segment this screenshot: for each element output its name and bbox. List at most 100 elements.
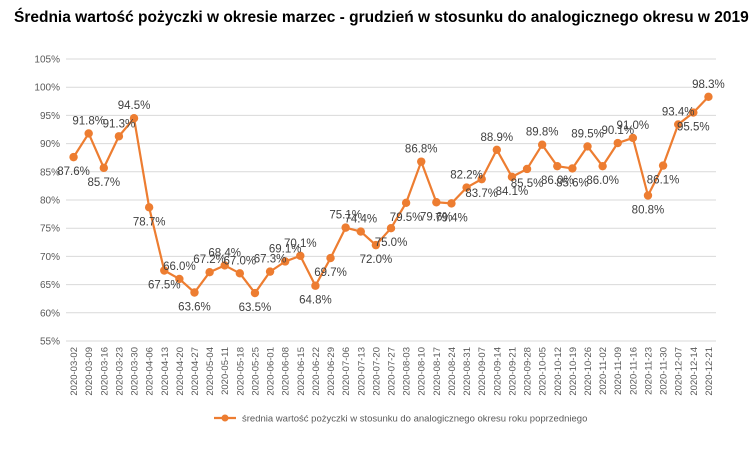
data-point bbox=[84, 129, 93, 138]
data-label: 86.8% bbox=[405, 144, 438, 156]
data-point bbox=[643, 191, 653, 200]
data-point bbox=[160, 266, 169, 275]
data-point bbox=[462, 183, 471, 192]
data-point bbox=[341, 223, 350, 232]
data-point bbox=[175, 274, 184, 284]
data-label: 94.5% bbox=[118, 100, 151, 112]
data-label: 68.4% bbox=[208, 247, 241, 259]
x-tick-label: 2020-12-14 bbox=[689, 347, 700, 396]
x-tick-label: 2020-04-20 bbox=[175, 347, 186, 396]
data-label: 67.0% bbox=[224, 255, 257, 267]
data-point bbox=[296, 251, 305, 261]
data-point bbox=[205, 267, 214, 277]
data-point bbox=[311, 281, 320, 290]
x-tick-label: 2020-06-01 bbox=[266, 347, 277, 396]
data-point bbox=[674, 120, 683, 129]
x-tick-label: 2020-12-07 bbox=[674, 347, 685, 396]
y-tick-label: 95% bbox=[40, 111, 60, 122]
x-tick-label: 2020-06-22 bbox=[311, 347, 322, 396]
data-label: 75.0% bbox=[375, 237, 408, 249]
data-point bbox=[432, 198, 441, 207]
data-point bbox=[447, 199, 456, 208]
data-point bbox=[144, 203, 154, 212]
y-tick-label: 85% bbox=[40, 167, 60, 178]
x-tick-label: 2020-10-19 bbox=[568, 347, 579, 396]
data-point bbox=[99, 163, 108, 173]
x-tick-label: 2020-08-31 bbox=[462, 347, 473, 396]
x-tick-label: 2020-09-14 bbox=[492, 347, 503, 396]
data-label: 80.8% bbox=[632, 204, 665, 216]
y-tick-label: 55% bbox=[40, 337, 60, 348]
data-label: 87.6% bbox=[57, 166, 90, 178]
x-tick-label: 2020-08-24 bbox=[447, 347, 458, 396]
y-tick-label: 60% bbox=[40, 308, 60, 319]
x-tick-label: 2020-11-23 bbox=[643, 347, 654, 395]
x-tick-label: 2020-04-06 bbox=[145, 347, 156, 396]
x-tick-label: 2020-10-05 bbox=[538, 347, 549, 396]
data-point bbox=[492, 145, 502, 155]
x-tick-label: 2020-09-07 bbox=[477, 347, 488, 396]
x-tick-label: 2020-04-27 bbox=[190, 347, 201, 396]
x-tick-label: 2020-10-12 bbox=[553, 347, 564, 396]
data-point bbox=[568, 164, 577, 173]
data-label: 89.8% bbox=[526, 127, 559, 139]
x-tick-label: 2020-06-08 bbox=[281, 347, 292, 396]
x-tick-label: 2020-03-30 bbox=[130, 347, 141, 396]
data-label: 90.1% bbox=[601, 125, 634, 137]
data-point bbox=[129, 114, 139, 123]
data-label: 91.0% bbox=[617, 120, 650, 132]
data-point bbox=[69, 152, 78, 162]
data-label: 86.1% bbox=[647, 175, 680, 187]
data-label: 95.5% bbox=[677, 122, 710, 134]
x-tick-label: 2020-03-23 bbox=[114, 347, 125, 396]
data-label: 86.0% bbox=[586, 175, 619, 187]
x-tick-label: 2020-06-29 bbox=[326, 347, 337, 396]
chart-title: Średnia wartość pożyczki w okresie marze… bbox=[14, 9, 750, 26]
y-tick-label: 65% bbox=[40, 280, 60, 291]
data-point bbox=[401, 198, 411, 208]
x-tick-label: 2020-07-20 bbox=[371, 347, 382, 396]
data-point bbox=[280, 257, 290, 266]
data-label: 70.1% bbox=[284, 238, 317, 250]
data-point bbox=[250, 288, 260, 298]
data-point bbox=[537, 140, 547, 149]
data-label: 63.5% bbox=[239, 302, 272, 314]
data-point bbox=[220, 261, 229, 270]
data-label: 83.7% bbox=[465, 188, 498, 200]
data-point bbox=[190, 288, 199, 297]
x-tick-label: 2020-05-11 bbox=[220, 347, 231, 395]
y-tick-label: 90% bbox=[40, 139, 60, 150]
y-tick-label: 70% bbox=[40, 252, 60, 263]
data-label: 85.7% bbox=[87, 177, 120, 189]
data-label: 98.3% bbox=[692, 79, 725, 91]
data-label: 66.0% bbox=[163, 261, 196, 273]
data-label: 79.6% bbox=[420, 211, 453, 223]
x-tick-label: 2020-04-13 bbox=[160, 347, 171, 396]
data-point bbox=[613, 138, 622, 148]
x-tick-label: 2020-08-10 bbox=[417, 347, 428, 396]
legend-marker bbox=[221, 414, 229, 422]
data-point bbox=[114, 132, 124, 141]
data-label: 85.6% bbox=[556, 177, 589, 189]
y-tick-label: 80% bbox=[40, 196, 60, 207]
data-label: 89.5% bbox=[571, 128, 604, 140]
y-tick-label: 105% bbox=[34, 55, 60, 66]
data-label: 64.8% bbox=[299, 295, 332, 307]
data-label: 63.6% bbox=[178, 301, 211, 313]
data-label: 84.1% bbox=[496, 186, 529, 198]
legend-label: średnia wartość pożyczki w stosunku do a… bbox=[242, 414, 587, 425]
data-point bbox=[628, 133, 638, 143]
x-tick-label: 2020-03-02 bbox=[69, 347, 80, 396]
data-point bbox=[356, 227, 365, 236]
data-point bbox=[598, 161, 607, 171]
data-point bbox=[477, 174, 486, 184]
x-tick-label: 2020-09-28 bbox=[523, 347, 534, 396]
data-point bbox=[553, 161, 562, 171]
x-tick-label: 2020-08-17 bbox=[432, 347, 443, 396]
data-point bbox=[507, 172, 517, 182]
data-label: 69.1% bbox=[269, 243, 302, 255]
data-point bbox=[704, 92, 713, 101]
data-point bbox=[326, 253, 335, 263]
data-point bbox=[583, 142, 592, 151]
